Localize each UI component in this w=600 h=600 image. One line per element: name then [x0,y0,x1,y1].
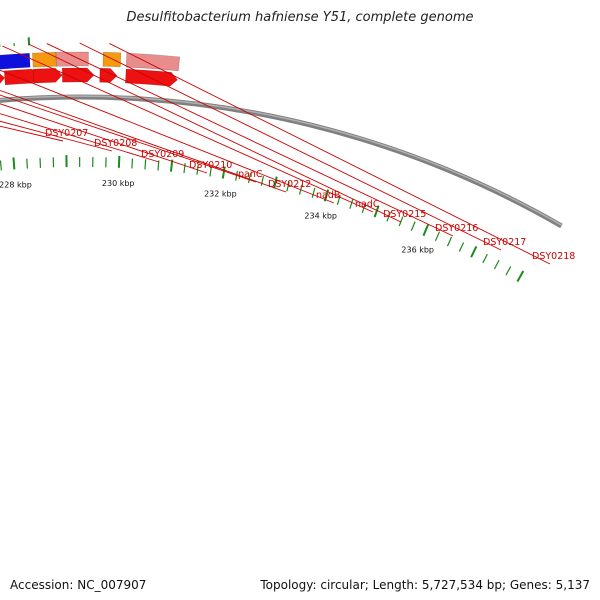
tick-label: 228 kbp [0,180,32,189]
gene-arrow [99,67,118,83]
minor-tick [0,160,2,171]
gene-label: panC [238,169,263,180]
gene-block [102,51,122,68]
minor-tick [505,266,512,276]
minor-tick [144,159,147,170]
minor-tick [410,221,416,231]
major-tick [470,245,478,258]
minor-tick [286,181,290,192]
gene-label: DSY0215 [383,209,426,220]
major-tick [117,155,121,168]
minor-tick [482,253,488,264]
backbone-ring [0,94,563,229]
gene-leader-line [28,43,402,223]
major-tick [516,270,525,282]
gene-label: DSY0208 [94,138,137,149]
gene-label: nadB [316,190,340,201]
gene-arrow [0,73,6,84]
major-tick [221,166,226,179]
gene-leader-line [2,45,374,213]
backbone-highlight [0,95,563,226]
minor-tick [131,158,134,169]
gene-leader-line [0,125,64,142]
major-tick [12,157,16,170]
major-tick [422,224,430,237]
tick-label: 236 kbp [401,246,434,255]
minor-tick [458,242,465,252]
gene-label: DSY0212 [268,179,311,190]
tick-label: 230 kbp [102,179,135,188]
major-tick [273,176,278,189]
gene-leader-line [79,42,502,251]
minor-tick [183,163,186,174]
minor-tick [26,158,29,169]
minor-tick [434,231,441,242]
minor-tick [260,175,264,186]
gene-leader-line [0,69,335,204]
gene-block [55,51,89,67]
minor-tick [398,216,404,227]
gene-leader-line [46,43,454,237]
gene-leader-line [0,94,257,183]
tick-label: 234 kbp [304,212,337,221]
genome-title: Desulfitobacterium hafniense Y51, comple… [126,10,474,25]
gene-block [125,52,181,72]
gene-leader-line [0,120,113,152]
minor-tick [386,211,391,222]
gene-arrow [125,68,178,87]
minor-tick [493,259,500,270]
gene-label: DSY0209 [141,149,184,160]
gene-leader-line [0,113,160,163]
gene-leader-line [0,89,287,193]
labels-layer: DSY0207DSY0208DSY0209DSY0210panCDSY0212n… [0,42,575,265]
accession-text: Accession: NC_007907 [10,578,147,592]
gene-label: DSY0218 [532,251,575,262]
gene-label: DSY0217 [483,237,526,248]
minor-tick [209,166,212,177]
minor-tick [247,173,252,184]
backbone-layer [0,94,563,229]
gene-leader-line [109,43,551,265]
gene-leader-line [0,103,208,174]
tick-label: 232 kbp [204,189,237,198]
genome-stats-text: Topology: circular; Length: 5,727,534 bp… [260,578,590,592]
gene-arrow [32,68,63,84]
gene-label: nadC [355,199,380,210]
minor-tick [311,187,316,198]
minor-tick [446,236,453,247]
major-tick [373,205,380,218]
minor-tick [349,199,354,209]
gene-block [0,52,31,70]
